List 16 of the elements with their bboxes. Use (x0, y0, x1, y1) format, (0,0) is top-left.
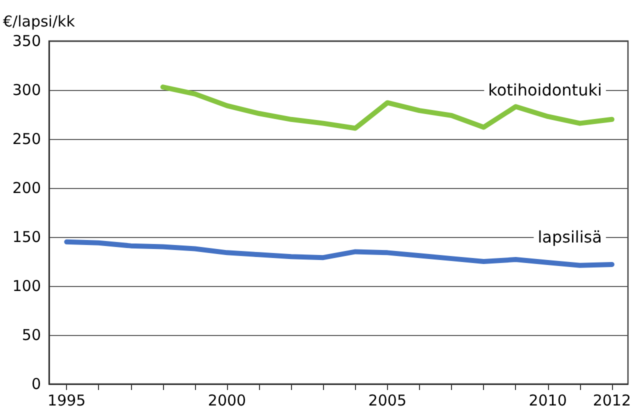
y-tick-label: 100 (12, 277, 41, 295)
y-tick-label: 300 (12, 81, 41, 99)
y-axis-title: €/lapsi/kk (3, 12, 76, 30)
x-tick-label: 2005 (368, 392, 406, 410)
y-tick-label: 50 (22, 326, 41, 344)
y-tick-label: 350 (12, 32, 41, 50)
x-tick-label: 1995 (48, 392, 86, 410)
x-tick-label: 2010 (528, 392, 567, 410)
y-tick-label: 200 (12, 179, 41, 197)
y-tick-label: 150 (12, 228, 41, 246)
series-label: kotihoidontuki (488, 80, 602, 100)
x-tick-label: 2012 (592, 392, 632, 410)
y-tick-label: 0 (31, 375, 41, 393)
y-tick-label: 250 (12, 130, 41, 148)
series-label: lapsilisä (538, 228, 602, 246)
x-tick-label: 2000 (208, 392, 246, 410)
